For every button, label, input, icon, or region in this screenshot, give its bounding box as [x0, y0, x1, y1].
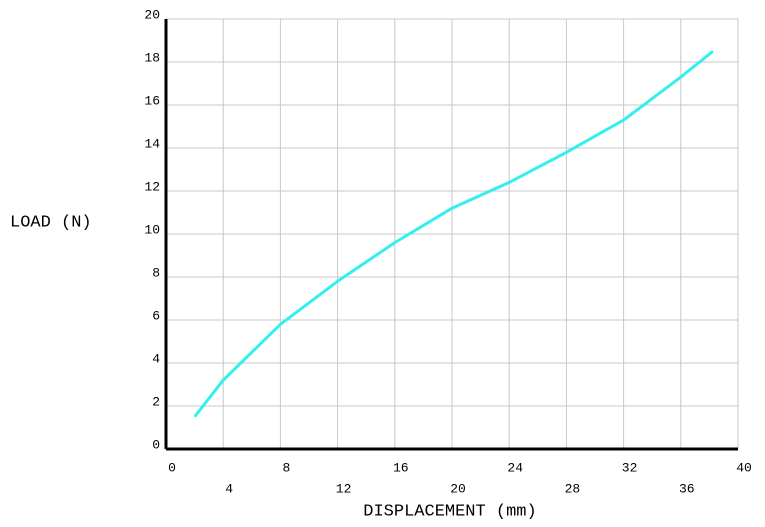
- x-tick-label: 0: [168, 460, 176, 475]
- x-tick-label: 36: [679, 481, 695, 496]
- y-tick-label: 20: [144, 7, 160, 22]
- y-tick-label: 12: [144, 179, 160, 194]
- x-tick-label: 4: [225, 481, 233, 496]
- x-tick-label: 40: [736, 460, 752, 475]
- y-tick-label: 10: [144, 222, 160, 237]
- y-tick-label: 6: [152, 308, 160, 323]
- y-tick-label: 18: [144, 50, 160, 65]
- y-tick-label: 16: [144, 93, 160, 108]
- x-tick-label: 24: [507, 460, 523, 475]
- y-axis-title: LOAD (N): [10, 213, 92, 232]
- x-axis-title: DISPLACEMENT (mm): [363, 502, 536, 521]
- x-tick-label: 20: [450, 481, 466, 496]
- y-tick-label: 2: [152, 394, 160, 409]
- y-tick-label: 8: [152, 265, 160, 280]
- data-line: [193, 50, 714, 418]
- x-tick-label: 16: [393, 460, 409, 475]
- x-tick-label: 8: [282, 460, 290, 475]
- y-tick-label: 14: [144, 136, 160, 151]
- y-tick-label: 4: [152, 351, 160, 366]
- x-tick-label: 28: [565, 481, 581, 496]
- y-tick-label: 0: [152, 437, 160, 452]
- x-tick-label: 32: [622, 460, 638, 475]
- x-tick-label: 12: [336, 481, 352, 496]
